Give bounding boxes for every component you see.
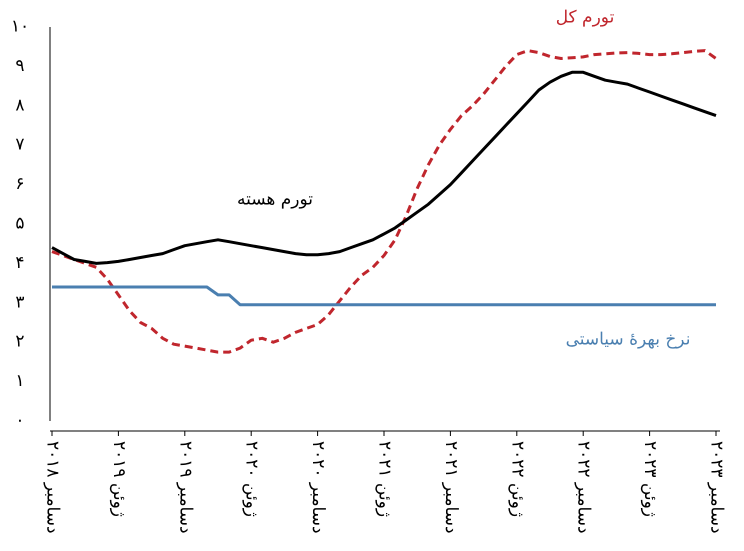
y-tick-label: ۱ xyxy=(15,371,24,391)
y-tick-label: ۴ xyxy=(15,253,24,273)
x-tick-label: دسامبر ۲۰۲۰ xyxy=(308,441,328,534)
x-tick-label: ژوئن ۲۰۲۳ xyxy=(640,441,660,517)
y-tick-label: ۹ xyxy=(15,56,24,76)
series-label: تورم کل xyxy=(556,8,615,28)
x-tick-label: ژوئن ۲۰۲۱ xyxy=(375,441,395,517)
x-tick-label: دسامبر ۲۰۲۳ xyxy=(707,441,727,534)
x-tick-label: ژوئن ۲۰۲۰ xyxy=(242,441,262,517)
series-line xyxy=(52,285,716,307)
x-tick-label: دسامبر ۲۰۱۸ xyxy=(43,441,63,534)
y-tick-label: ۸ xyxy=(15,95,24,115)
x-tick-label: دسامبر ۲۰۲۱ xyxy=(441,441,461,534)
series-line xyxy=(51,49,717,354)
x-tick-label: ژوئن ۲۰۲۲ xyxy=(507,441,527,517)
y-tick-label: ۰ xyxy=(15,411,24,431)
y-tick-label: ۲ xyxy=(15,332,24,352)
y-tick-label: ۶ xyxy=(15,174,24,194)
x-tick-label: دسامبر ۲۰۲۲ xyxy=(574,441,594,534)
series-label: تورم هسته xyxy=(237,190,313,210)
x-tick-label: ژوئن ۲۰۱۹ xyxy=(109,441,129,517)
series-label: نرخ بهرهٔ سیاستی xyxy=(566,330,691,350)
y-tick-label: ۱۰ xyxy=(11,17,29,37)
y-tick-label: ۵ xyxy=(15,214,24,234)
x-tick-label: دسامبر ۲۰۱۹ xyxy=(175,441,195,534)
y-tick-label: ۳ xyxy=(15,292,24,312)
y-tick-label: ۷ xyxy=(15,135,24,155)
series-line xyxy=(51,70,717,265)
